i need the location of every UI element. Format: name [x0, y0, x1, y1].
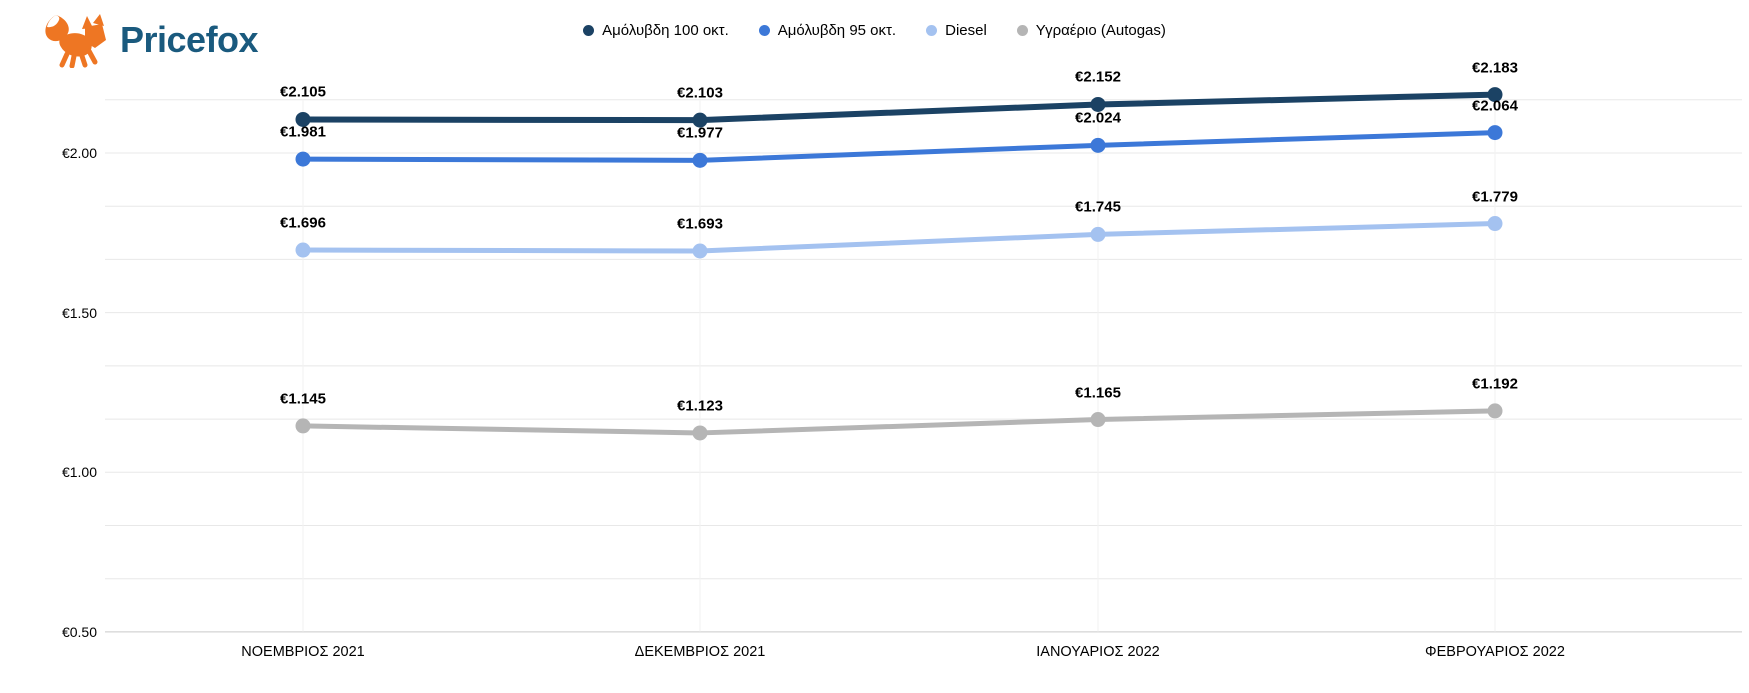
x-label-november-2021: ΝΟΕΜΒΡΙΟΣ 2021: [241, 644, 365, 660]
data-point-label: €2.105: [280, 83, 326, 101]
logo-wordmark: Pricefox: [120, 19, 259, 60]
data-point[interactable]: [1090, 412, 1106, 428]
legend-dot-unleaded-95-icon: [758, 25, 770, 36]
data-point[interactable]: [1090, 96, 1106, 112]
legend-item-diesel[interactable]: Diesel: [926, 22, 987, 39]
data-point[interactable]: [692, 112, 708, 128]
legend-dot-autogas-icon: [1016, 25, 1028, 36]
y-tick-2.00: €2.00: [61, 145, 97, 161]
data-point-label: €1.145: [280, 390, 326, 408]
data-point-label: €2.024: [1075, 109, 1121, 127]
legend-label: Αμόλυβδη 95 οκτ.: [777, 22, 897, 39]
data-point-label: €2.152: [1075, 68, 1121, 86]
data-point-label: €1.192: [1472, 375, 1518, 393]
data-point[interactable]: [1487, 87, 1503, 103]
data-point[interactable]: [295, 111, 311, 127]
data-point-label: €1.123: [677, 397, 723, 415]
data-point-label: €2.064: [1472, 97, 1518, 115]
series-line-2: [300, 130, 1498, 163]
legend-label: Υγραέριο (Autogas): [1035, 22, 1166, 39]
data-point-label: €1.977: [677, 124, 723, 142]
data-point[interactable]: [295, 242, 311, 258]
x-label-december-2021: ΔΕΚΕΜΒΡΙΟΣ 2021: [634, 644, 766, 660]
data-point[interactable]: [1090, 226, 1106, 242]
data-point-label: €1.981: [280, 123, 326, 141]
data-point-label: €1.165: [1075, 384, 1121, 402]
data-point[interactable]: [295, 151, 311, 167]
series-line-1: [300, 91, 1498, 124]
y-tick-1.00: €1.00: [61, 464, 97, 480]
data-point[interactable]: [1090, 137, 1106, 153]
pricefox-logo[interactable]: Pricefox: [40, 12, 259, 68]
chart-legend: Αμόλυβδη 100 οκτ. Αμόλυβδη 95 οκτ. Diese…: [0, 22, 1749, 39]
data-point[interactable]: [1487, 403, 1503, 419]
fox-icon: [45, 14, 106, 68]
legend-item-unleaded-100[interactable]: Αμόλυβδη 100 οκτ.: [583, 22, 729, 39]
legend-item-unleaded-95[interactable]: Αμόλυβδη 95 οκτ.: [758, 22, 897, 39]
data-point-label: €1.693: [677, 215, 723, 233]
legend-label: Αμόλυβδη 100 οκτ.: [602, 22, 729, 39]
data-point[interactable]: [1487, 216, 1503, 232]
data-point-label: €2.103: [677, 84, 723, 102]
data-point-label: €1.696: [280, 214, 326, 232]
x-label-january-2022: ΙΑΝΟΥΑΡΙΟΣ 2022: [1036, 644, 1160, 660]
series-line-4: [300, 408, 1498, 436]
data-point-label: €2.183: [1472, 59, 1518, 77]
data-point[interactable]: [1487, 125, 1503, 141]
data-point[interactable]: [692, 152, 708, 168]
y-tick-1.50: €1.50: [61, 305, 97, 321]
legend-dot-unleaded-100-icon: [583, 25, 595, 36]
legend-label: Diesel: [945, 22, 987, 39]
data-point-label: €1.745: [1075, 198, 1121, 216]
series-line-3: [300, 221, 1498, 254]
data-point[interactable]: [295, 418, 311, 434]
legend-item-autogas[interactable]: Υγραέριο (Autogas): [1016, 22, 1166, 39]
data-point[interactable]: [692, 243, 708, 259]
y-tick-0.50: €0.50: [61, 624, 97, 640]
x-label-february-2022: ΦΕΒΡΟΥΑΡΙΟΣ 2022: [1425, 644, 1565, 660]
data-point-label: €1.779: [1472, 188, 1518, 206]
data-point[interactable]: [692, 425, 708, 441]
legend-dot-diesel-icon: [926, 25, 938, 36]
